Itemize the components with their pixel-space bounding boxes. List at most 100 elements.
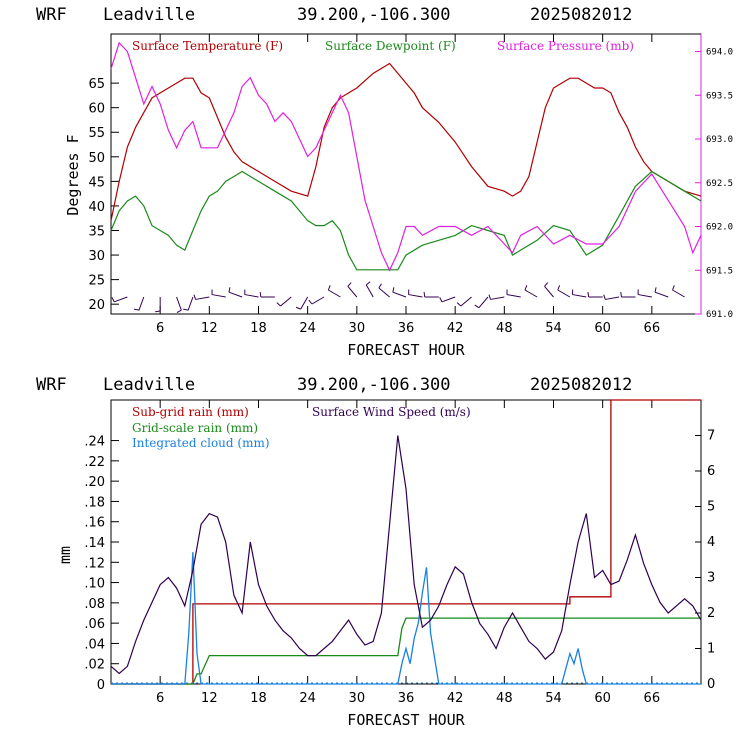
header-model: WRF xyxy=(36,5,67,25)
temperature-panel: Degrees F FORECAST HOUR Surface Temperat… xyxy=(64,33,733,359)
wind-barb-8 xyxy=(244,289,259,298)
temperature-x-label: FORECAST HOUR xyxy=(347,341,465,359)
wind-speed-tick-label-6: 6 xyxy=(707,464,715,479)
wind-barb-staff xyxy=(392,291,407,298)
wind-barb-staff xyxy=(300,296,309,310)
wind-barb-flag xyxy=(544,282,549,287)
wind-barb-11 xyxy=(295,296,309,310)
wind-barb-4 xyxy=(183,296,194,311)
precip-x-tick-label-8: 54 xyxy=(545,691,562,706)
precip-x-tick-label-3: 24 xyxy=(299,691,316,706)
wind-barb-25 xyxy=(524,285,538,298)
temperature-legend: Surface Temperature (F) Surface Dewpoint… xyxy=(132,39,634,53)
wind-barb-28 xyxy=(571,289,587,298)
wind-barb-flag xyxy=(620,291,622,298)
wind-barb-3 xyxy=(176,296,182,313)
wind-barb-staff xyxy=(328,289,341,298)
wind-barb-flag xyxy=(392,287,395,293)
pressure-tick-label-1: 691.5 xyxy=(706,266,733,276)
temp-y-tick-label-4: 40 xyxy=(88,200,105,215)
wind-barb-staff xyxy=(378,287,390,298)
bottom-header: WRF Leadville 39.200,-106.300 2025082012 xyxy=(36,375,632,395)
series-cloud-line xyxy=(111,552,701,685)
precip-x-tick-label-10: 66 xyxy=(644,691,661,706)
temp-x-tick-label-7: 48 xyxy=(496,321,513,336)
wind-barb-flag xyxy=(654,287,657,293)
temp-y-tick-label-1: 25 xyxy=(88,274,105,289)
wind-barb-16 xyxy=(378,283,390,298)
legend-surface-wind-speed: Surface Wind Speed (m/s) xyxy=(312,405,471,419)
series-pres-line xyxy=(110,41,702,272)
precip-x-tick-label-4: 30 xyxy=(349,691,366,706)
wind-barb-flag xyxy=(295,306,301,310)
wind-barb-flag xyxy=(587,291,590,298)
header-location: Leadville xyxy=(103,5,195,25)
precip-panel: mm FORECAST HOUR Sub-grid rain (mm) Grid… xyxy=(56,399,715,729)
wind-barb-staff xyxy=(347,285,358,298)
temp-y-tick-label-7: 55 xyxy=(88,126,105,141)
wind-barb-staff xyxy=(138,296,145,311)
legend-gridscale-rain: Grid-scale rain (mm) xyxy=(132,421,258,435)
precip-y-tick-label-5: .14 xyxy=(84,536,105,551)
wind-barb-30 xyxy=(603,294,620,300)
wind-barb-flag xyxy=(259,291,262,298)
temp-x-tick-label-5: 36 xyxy=(398,321,415,336)
legend-surface-pressure: Surface Pressure (mb) xyxy=(497,39,634,53)
pressure-tick-label-0: 691.0 xyxy=(706,310,733,320)
wind-barb-13 xyxy=(327,285,341,298)
legend-surface-dewpoint: Surface Dewpoint (F) xyxy=(325,39,456,53)
wind-barb-staff xyxy=(365,284,374,298)
precip-y-tick-label-0: .24 xyxy=(84,435,105,450)
temp-y-tick-label-6: 50 xyxy=(88,151,105,166)
wind-barb-9 xyxy=(259,291,275,298)
wind-barb-flag xyxy=(474,304,480,309)
wind-barb-staff xyxy=(654,291,669,298)
wind-barb-27 xyxy=(557,285,571,298)
wind-barb-staff xyxy=(311,296,325,305)
temp-x-tick-label-3: 24 xyxy=(299,321,316,336)
header-run: 2025082012 xyxy=(530,5,632,25)
temp-x-tick-label-2: 18 xyxy=(250,321,267,336)
precip-y-tick-label-2: .20 xyxy=(84,475,105,490)
temperature-plot-frame xyxy=(110,33,702,315)
series-dew-line xyxy=(110,170,702,271)
wind-barb-staff xyxy=(605,296,620,300)
temp-y-tick-label-0: 20 xyxy=(88,298,105,313)
pressure-tick-label-5: 693.5 xyxy=(706,91,733,101)
temp-x-tick-label-0: 6 xyxy=(156,321,164,336)
wind-barb-staff xyxy=(557,289,571,298)
wind-speed-tick-label-7: 7 xyxy=(707,429,715,444)
legend-integrated-cloud: Integrated cloud (mm) xyxy=(132,436,270,450)
wind-barb-21 xyxy=(456,296,472,307)
header-coords-2: 39.200,-106.300 xyxy=(297,375,451,395)
wind-barb-flag xyxy=(423,291,426,298)
wind-barb-flag xyxy=(276,302,281,307)
wind-barb-staff xyxy=(544,285,554,298)
temp-y-tick-label-5: 45 xyxy=(88,175,105,190)
wind-speed-tick-label-0: 0 xyxy=(707,677,715,692)
wind-barb-33 xyxy=(654,287,669,298)
precip-x-tick-label-7: 48 xyxy=(496,691,513,706)
wind-barb-flag xyxy=(488,294,492,300)
wind-barb-staff xyxy=(280,296,292,307)
wind-barb-flag xyxy=(378,283,382,289)
wind-barb-staff xyxy=(441,296,456,303)
wind-barb-32 xyxy=(637,289,652,298)
wind-barb-10 xyxy=(276,296,292,307)
wind-barb-flag xyxy=(111,297,115,303)
wind-barb-staff xyxy=(114,296,128,303)
wind-speed-tick-label-4: 4 xyxy=(707,535,715,550)
temperature-y-label: Degrees F xyxy=(64,134,82,215)
wind-barb-staff xyxy=(176,296,182,311)
wind-barb-flag xyxy=(672,285,675,291)
precip-x-tick-label-5: 36 xyxy=(398,691,415,706)
wind-barb-flag xyxy=(133,308,140,311)
wind-barb-flag xyxy=(456,302,462,307)
wind-barb-flag xyxy=(155,310,161,313)
precip-y-tick-label-8: .08 xyxy=(84,597,105,612)
wind-barb-staff xyxy=(228,291,243,298)
wind-barb-flag xyxy=(347,282,352,287)
precip-y-tick-label-7: .10 xyxy=(84,577,105,592)
series-temp-line xyxy=(110,62,702,221)
wind-barb-staff xyxy=(211,294,226,298)
